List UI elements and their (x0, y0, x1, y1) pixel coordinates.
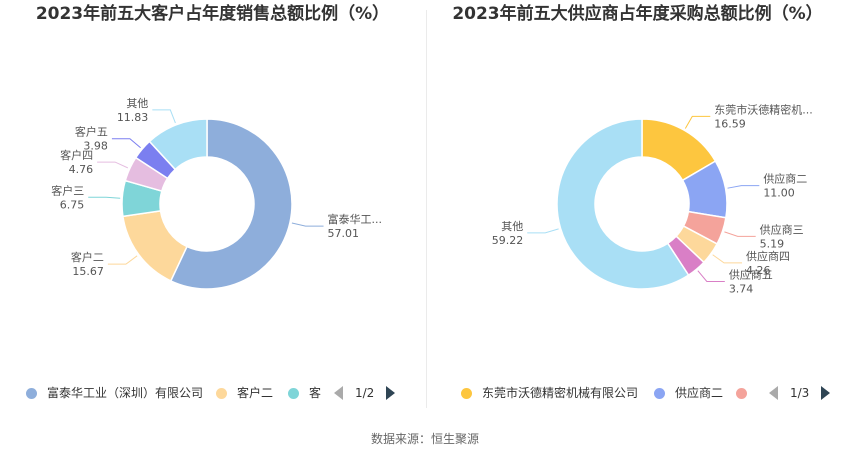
slice-value-label: 59.22 (492, 234, 524, 247)
slice-label: 客户四 (60, 148, 93, 162)
legend-item-3[interactable]: 客 (288, 383, 321, 403)
legend-item-2[interactable]: 客户二 (216, 383, 273, 403)
label-leader-line (291, 222, 324, 227)
label-leader-line (111, 138, 141, 149)
slice-label: 客户三 (51, 183, 84, 197)
chart-title: 2023年前五大客户占年度销售总额比例（%） (35, 4, 390, 24)
legend-dot (461, 387, 472, 399)
slice-label: 供应商三 (760, 222, 804, 236)
label-leader-line (107, 255, 138, 265)
panel-divider (426, 10, 427, 408)
legend-dot (654, 387, 665, 399)
label-leader-line (684, 115, 711, 129)
label-leader-line (712, 254, 743, 264)
slice-label: 其他 (126, 97, 148, 110)
next-page-arrow-icon[interactable] (821, 386, 831, 400)
legend-label: 富泰华工业（深圳）有限公司 (47, 386, 204, 400)
label-leader-line (724, 231, 756, 237)
next-page-arrow-icon[interactable] (386, 386, 396, 400)
pie-slice[interactable] (169, 118, 293, 290)
slice-value-label: 4.26 (746, 264, 771, 277)
label-leader-line (697, 270, 725, 282)
legend-item-3[interactable] (736, 383, 757, 403)
legend-label: 客户二 (237, 386, 274, 400)
legend-label: 客 (309, 386, 322, 400)
legend-item-1[interactable]: 富泰华工业（深圳）有限公司 (26, 383, 203, 403)
slice-value-label: 4.76 (69, 163, 94, 176)
slice-label: 东莞市沃德精密机... (714, 102, 813, 116)
data-source-note: 数据来源：恒生聚源 (370, 432, 479, 446)
legend-label: 东莞市沃德精密机械有限公司 (482, 386, 639, 400)
slice-value-label: 6.75 (60, 198, 85, 211)
slice-label: 客户五 (75, 125, 108, 139)
prev-page-arrow-icon[interactable] (769, 386, 778, 400)
label-leader-line (97, 161, 129, 169)
customer-chart-panel: 2023年前五大客户占年度销售总额比例（%） 富泰华工... 57.01 客户二 15… (0, 0, 425, 410)
slice-label: 客户二 (71, 250, 104, 264)
slice-value-label: 16.59 (714, 117, 746, 130)
label-leader-line (527, 228, 559, 234)
slice-label: 富泰华工... (328, 212, 383, 226)
legend-dot (26, 387, 37, 399)
legend-label: 供应商二 (675, 386, 724, 400)
prev-page-arrow-icon[interactable] (334, 386, 343, 400)
legend: 东莞市沃德精密机械有限公司 供应商二 1/3 (425, 383, 850, 403)
legend-dot (736, 387, 747, 399)
pie-slice[interactable] (556, 118, 690, 290)
legend-page-indicator: 1/2 (355, 386, 375, 400)
slice-label: 供应商二 (763, 172, 807, 186)
slice-value-label: 11.83 (117, 111, 149, 124)
slice-label: 供应商五 (729, 267, 773, 281)
supplier-chart-panel: 2023年前五大供应商占年度采购总额比例（%） 东莞市沃德精密机... 16.59… (425, 0, 850, 410)
slice-label: 其他 (501, 220, 523, 233)
slice-value-label: 11.00 (763, 187, 795, 200)
legend-page-indicator: 1/3 (790, 386, 810, 400)
legend-item-1[interactable]: 东莞市沃德精密机械有限公司 (461, 383, 638, 403)
slice-value-label: 3.98 (83, 140, 108, 153)
legend-dot (216, 387, 227, 399)
slice-label: 供应商四 (746, 249, 790, 263)
label-leader-line (152, 109, 176, 124)
legend: 富泰华工业（深圳）有限公司 客户二 客 1/2 (0, 383, 425, 403)
legend-item-2[interactable]: 供应商二 (654, 383, 723, 403)
legend-pager: 1/2 (334, 383, 396, 403)
slice-value-label: 5.19 (760, 237, 785, 250)
pie-slice[interactable] (148, 118, 208, 171)
legend-pager: 1/3 (769, 383, 831, 403)
slice-value-label: 57.01 (328, 227, 360, 240)
label-leader-line (727, 185, 760, 189)
legend-dot (288, 387, 299, 399)
slice-value-label: 15.67 (72, 265, 104, 278)
chart-title: 2023年前五大供应商占年度采购总额比例（%） (452, 4, 823, 24)
slice-value-label: 3.74 (729, 282, 754, 295)
label-leader-line (88, 196, 121, 199)
